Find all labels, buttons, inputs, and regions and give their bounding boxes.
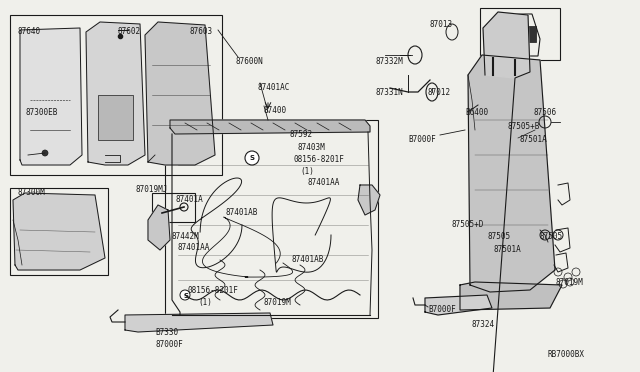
Text: 87506: 87506 <box>533 108 556 117</box>
Text: 87401A: 87401A <box>175 195 203 204</box>
Polygon shape <box>86 22 145 165</box>
Bar <box>165 120 378 318</box>
Bar <box>10 188 108 275</box>
Bar <box>504 26 520 42</box>
Polygon shape <box>460 282 562 310</box>
Text: (1): (1) <box>300 167 314 176</box>
Text: 87019M: 87019M <box>263 298 291 307</box>
Text: 87603: 87603 <box>190 27 213 36</box>
Polygon shape <box>483 12 530 78</box>
Polygon shape <box>148 205 170 250</box>
Text: 87401AA: 87401AA <box>177 243 209 252</box>
Polygon shape <box>20 28 82 165</box>
Bar <box>480 8 560 60</box>
Circle shape <box>245 151 259 165</box>
Polygon shape <box>358 185 380 215</box>
Text: B7330: B7330 <box>155 328 178 337</box>
Text: B7000F: B7000F <box>428 305 456 314</box>
Text: 87401AB: 87401AB <box>292 255 324 264</box>
Text: 87442M: 87442M <box>172 232 200 241</box>
Text: S: S <box>184 293 189 299</box>
Text: S: S <box>250 155 255 161</box>
Polygon shape <box>425 295 492 315</box>
Text: RB7000BX: RB7000BX <box>548 350 585 359</box>
Text: 87401AB: 87401AB <box>225 208 257 217</box>
Text: 87505+B: 87505+B <box>507 122 540 131</box>
Circle shape <box>42 150 48 156</box>
Bar <box>522 26 536 42</box>
Text: 87324: 87324 <box>472 320 495 329</box>
Polygon shape <box>170 120 370 134</box>
Text: 87640: 87640 <box>18 27 41 36</box>
Text: 87505+D: 87505+D <box>452 220 484 229</box>
Text: B6400: B6400 <box>465 108 488 117</box>
Text: 87505: 87505 <box>539 232 562 241</box>
Text: 87400: 87400 <box>264 106 287 115</box>
Text: 87602: 87602 <box>118 27 141 36</box>
Text: 87592: 87592 <box>290 130 313 139</box>
Text: 08156-8201F: 08156-8201F <box>188 286 239 295</box>
Bar <box>98 95 133 140</box>
Text: 08156-8201F: 08156-8201F <box>294 155 345 164</box>
Text: 87000F: 87000F <box>155 340 183 349</box>
Text: B7000F: B7000F <box>408 135 436 144</box>
Circle shape <box>180 290 190 300</box>
Text: 87401AC: 87401AC <box>258 83 291 92</box>
Text: 87013: 87013 <box>430 20 453 29</box>
Text: 87600N: 87600N <box>235 57 263 66</box>
Text: 87501A: 87501A <box>493 245 521 254</box>
Polygon shape <box>13 193 105 270</box>
Text: 87300M: 87300M <box>18 188 45 197</box>
Text: 87505: 87505 <box>487 232 510 241</box>
Text: 87403M: 87403M <box>298 143 326 152</box>
Polygon shape <box>145 22 215 165</box>
Text: 87401AA: 87401AA <box>308 178 340 187</box>
Bar <box>10 15 222 175</box>
Text: 87332M: 87332M <box>375 57 403 66</box>
Text: 87501A: 87501A <box>519 135 547 144</box>
Text: 87019MJ: 87019MJ <box>135 185 168 194</box>
Text: 87300EB: 87300EB <box>25 108 58 117</box>
Text: (1): (1) <box>198 298 212 307</box>
Text: 87012: 87012 <box>427 88 450 97</box>
Polygon shape <box>468 55 555 292</box>
Polygon shape <box>125 313 273 332</box>
Text: 87331N: 87331N <box>375 88 403 97</box>
Bar <box>152 193 195 222</box>
Text: 87019M: 87019M <box>555 278 583 287</box>
